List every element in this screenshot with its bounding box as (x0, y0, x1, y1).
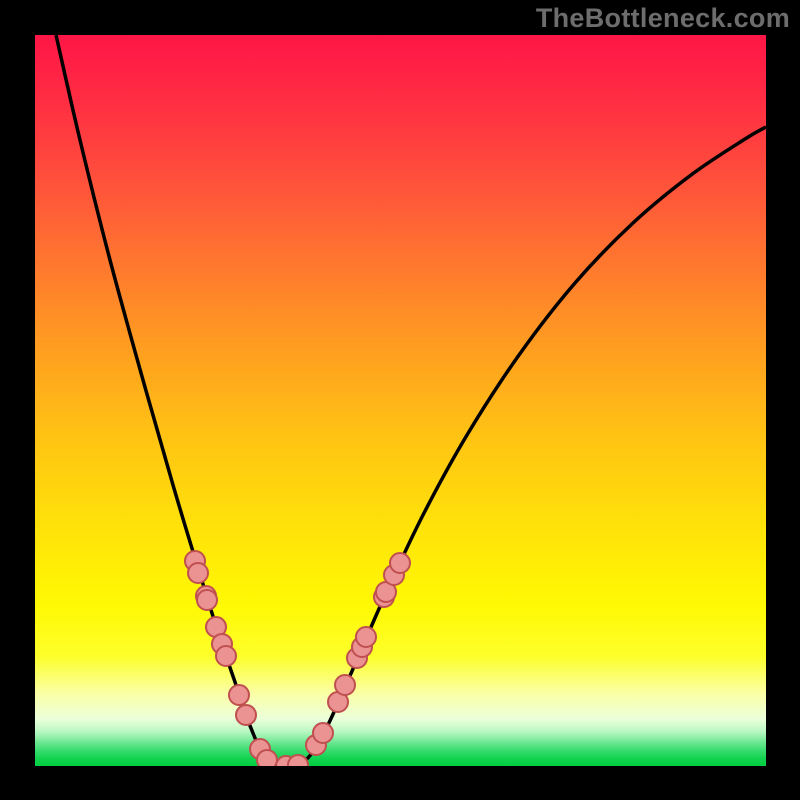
bottleneck-curve-plot (35, 35, 766, 766)
data-point-marker (188, 563, 208, 583)
data-point-marker (390, 553, 410, 573)
data-point-marker (229, 685, 249, 705)
data-point-marker (257, 750, 277, 766)
figure-root: TheBottleneck.com (0, 0, 800, 800)
data-point-marker (288, 755, 308, 766)
plot-background (35, 35, 766, 766)
data-point-marker (216, 646, 236, 666)
data-point-marker (356, 627, 376, 647)
data-point-marker (197, 590, 217, 610)
watermark-text: TheBottleneck.com (536, 3, 790, 34)
data-point-marker (313, 723, 333, 743)
data-point-marker (236, 705, 256, 725)
data-point-marker (335, 675, 355, 695)
